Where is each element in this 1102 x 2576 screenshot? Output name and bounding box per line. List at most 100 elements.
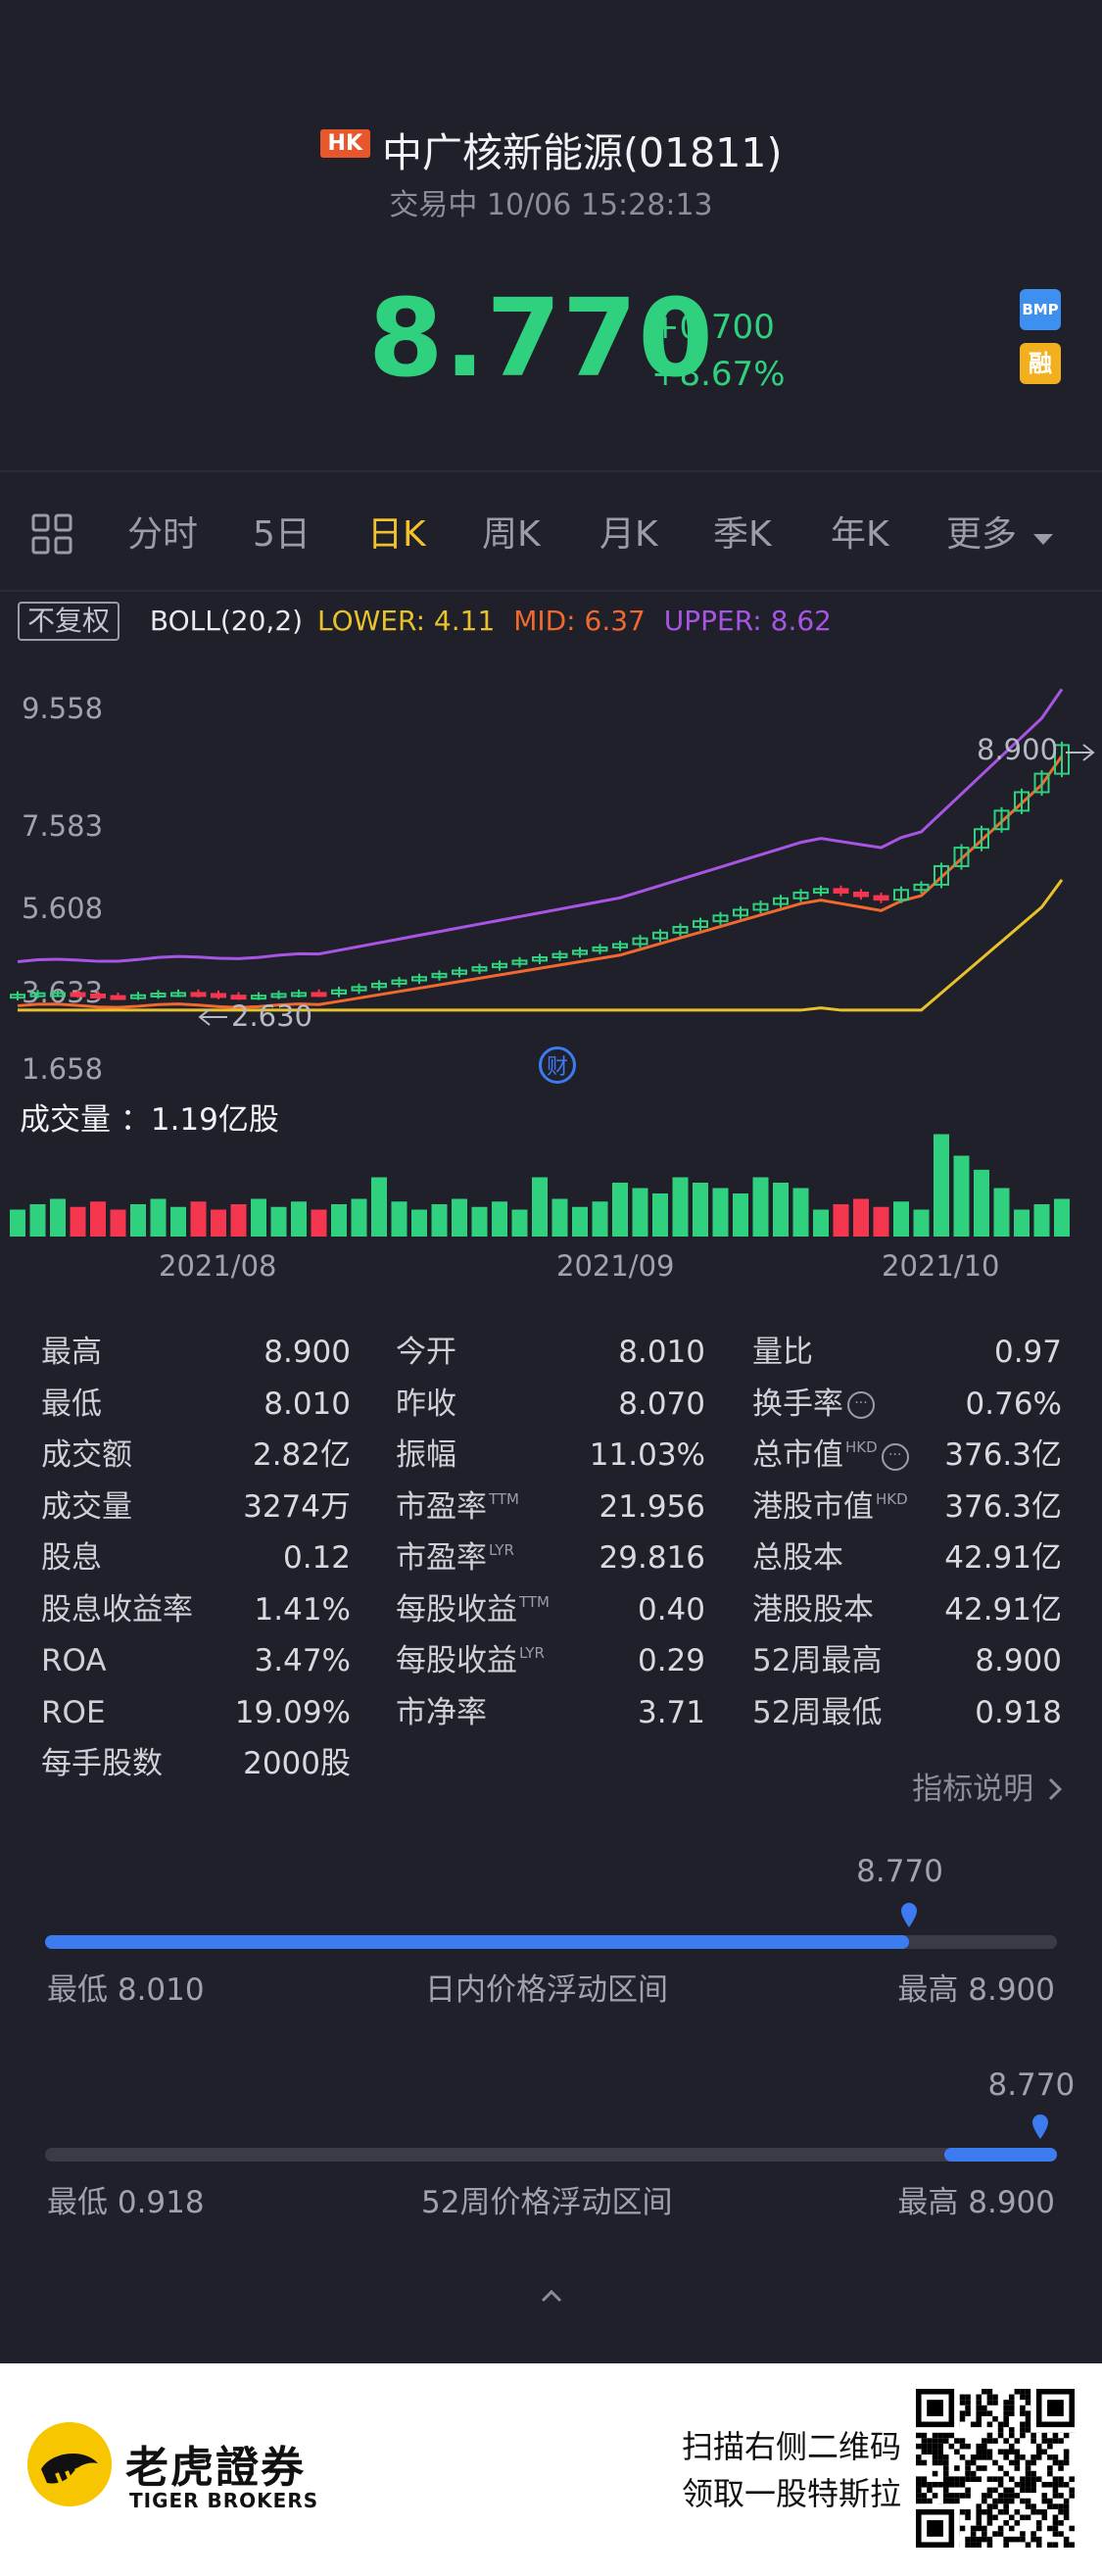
stat-label: 市盈率 LYR [396,1533,514,1582]
tab-yearly-k[interactable]: 年K [831,514,889,555]
stat-value: 8.900 [975,1643,1062,1678]
tab-daily-k[interactable]: 日K [367,514,426,555]
info-dots-icon[interactable]: ··· [881,1442,909,1471]
volume-bar [50,1198,66,1237]
candle-body [10,994,25,999]
chevron-down-icon [1033,534,1054,545]
stat-label-text: 今开 [396,1335,456,1370]
volume-bar [492,1201,507,1237]
volume-bar [934,1134,949,1237]
stat-label-text: 52周最低 [752,1694,883,1730]
tab-more[interactable]: 更多 [946,506,1054,557]
stat-label-text: 换手率 [752,1385,843,1422]
stat-value: 0.12 [282,1540,351,1576]
stat-value: 29.816 [599,1540,705,1576]
candle-body [110,995,126,1000]
week52-range-fill [944,2148,1057,2162]
candle-body [612,943,628,948]
volume-bar [833,1204,849,1237]
volume-bar [70,1206,86,1237]
tab-weekly-k[interactable]: 周K [482,514,541,555]
stat-tag: LYR [519,1644,545,1662]
candle-body [90,993,106,998]
stat-label-text: 港股市值 [752,1488,874,1525]
candle-body [130,994,146,999]
candle-body [471,966,488,972]
stat-value: 376.3亿 [944,1437,1062,1473]
finance-event-icon[interactable]: 财 [539,1046,576,1084]
volume-bar [532,1177,548,1237]
volume-bar [752,1177,769,1237]
stat-label-text: 股息收益率 [41,1591,193,1628]
stat-label: 成交额 [41,1431,132,1480]
stat-value: 8.010 [618,1335,705,1370]
boll-legend: 不复权 BOLL(20,2) LOWER: 4.11 MID: 6.37 UPP… [18,600,832,643]
candle-body [693,920,708,928]
volume-bar [150,1198,167,1237]
stat-label: 每手股数 [41,1739,163,1788]
tab-quarterly-k[interactable]: 季K [713,514,772,555]
promo-line-1: 扫描右侧二维码 [681,2428,901,2465]
candle-body [993,809,1010,831]
stat-value: 19.09% [234,1694,351,1730]
volume-bar [452,1198,467,1237]
y-tick: 5.608 [22,892,104,925]
candle-body [652,931,668,940]
volume-bar [291,1201,307,1237]
margin-badge[interactable]: 融 [1020,343,1061,384]
volume-bar [391,1201,407,1237]
stat-label-text: 成交量 [41,1488,132,1525]
volume-bar [974,1169,989,1237]
stat-value: 3.47% [254,1643,351,1678]
boll-upper: UPPER: 8.62 [663,605,832,637]
market-badge: HK [319,128,371,158]
candle-body [632,937,648,946]
candle-body [411,976,427,982]
stat-label-text: 市净率 [396,1694,487,1730]
trading-status: 交易中 10/06 15:28:13 [389,188,713,222]
boll-mid-line [17,754,1064,1009]
stat-label-text: 量比 [752,1335,813,1370]
volume-bar [311,1209,327,1237]
volume-bar [170,1206,186,1237]
volume-bar [130,1204,146,1237]
candlestick-chart[interactable] [0,676,1102,1088]
indicator-help-link[interactable]: 指标说明 [912,1764,1063,1808]
adjust-toggle[interactable]: 不复权 [18,602,120,641]
volume-bar [1033,1204,1050,1237]
grid-menu-icon[interactable] [31,513,72,555]
tab-monthly-k[interactable]: 月K [599,514,658,555]
stat-tag: LYR [489,1541,514,1559]
stock-title: 中广核新能源(01811) [382,129,783,176]
volume-bar [813,1209,829,1237]
stat-value: 0.29 [637,1643,705,1678]
candle-body [190,992,207,997]
stat-label-text: 52周最高 [752,1643,883,1678]
stat-value: 2.82亿 [252,1437,351,1473]
volume-bar [511,1209,528,1237]
bmp-badge[interactable]: BMP [1020,289,1061,330]
info-dots-icon[interactable]: ··· [847,1391,875,1419]
location-pin-icon [901,1903,918,1927]
volume-bar [733,1193,748,1237]
candle-body [792,891,809,899]
stat-label-text: 最低 [41,1385,102,1422]
candle-body [70,992,86,997]
chevron-up-icon[interactable] [541,2285,562,2307]
tab-5day[interactable]: 5日 [253,514,311,555]
stat-value: 8.070 [618,1385,705,1422]
candle-body [672,925,689,934]
change-pct: +8.67% [651,355,786,394]
volume-bar [853,1198,869,1237]
tab-intraday[interactable]: 分时 [127,514,199,555]
volume-bar [351,1198,367,1237]
stat-label-text: 每手股数 [41,1746,163,1781]
stat-value: 1.41% [254,1591,351,1628]
volume-bar [431,1204,448,1237]
stat-tag: HKD [845,1438,878,1456]
location-pin-icon [1032,2114,1049,2139]
volume-bar [270,1206,287,1237]
boll-label: BOLL(20,2) [149,605,304,637]
stat-value: 3274万 [243,1488,351,1525]
stat-label: 最高 [41,1328,102,1377]
